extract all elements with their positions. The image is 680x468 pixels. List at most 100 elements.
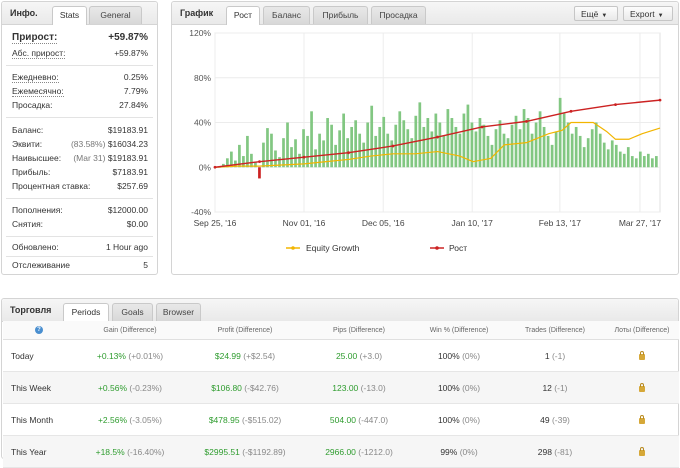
lock-icon[interactable] [639,446,645,456]
chevron-down-icon: ▼ [601,13,608,19]
gain-value: +59.87% [108,32,148,43]
monthly-label: Ежемесячно: [12,86,64,97]
chart-bar [498,120,502,168]
info-icon[interactable]: ? [35,326,43,334]
lock-icon[interactable] [639,414,645,424]
lots-cell [605,339,679,372]
graph-panel-title: График [180,8,214,18]
export-button[interactable]: Export ▼ [623,6,673,21]
chart-bar [350,126,354,168]
table-row: This Week +0.56% (-0.23%) $106.80 (-$42.76… [3,371,679,404]
win-header[interactable]: Win % (Difference) [413,321,505,340]
chart-bar [642,156,646,168]
tab-periods[interactable]: Periods [63,303,109,322]
chart-bar [650,158,654,168]
growth-point [614,103,617,106]
tab-balance[interactable]: Баланс [263,6,310,24]
tab-profit[interactable]: Прибыль [313,6,368,24]
chart-bar [602,142,606,168]
chart-bar [258,167,261,179]
lots-cell [605,403,679,436]
tab-general[interactable]: General [89,6,142,24]
chart-bar [322,140,325,168]
chart-bar [302,129,305,168]
highest-row: Наивысшее: (Mar 31) $19183.91 [12,153,148,167]
growth-point [258,160,261,164]
chart-bar [362,142,366,168]
more-button[interactable]: Ещё ▼ [574,6,618,21]
lock-icon[interactable] [639,382,645,392]
updated-label: Обновлено: [12,242,59,252]
gain-row: Прирост: +59.87% [12,32,148,48]
chart-bar [290,147,293,168]
table-row: This Month +2.56% (-3.05%) $478.95 (-$515.… [3,403,679,436]
growth-point [480,125,484,129]
chart-bar [622,153,626,168]
chart-bar [382,116,386,168]
export-button-label: Export [630,9,655,19]
chart-bar [454,126,458,168]
pips-header[interactable]: Pips (Difference) [305,321,413,340]
legend-equity-label: Equity Growth [306,243,360,253]
chart-bar [570,133,574,168]
profit-value: $24.99 [214,350,241,361]
profit-value: $7183.91 [112,167,148,177]
chart-bar [530,133,534,168]
chart-bar [446,109,450,168]
win-cell: 100% (0%) [413,371,505,404]
trades-value: 1 [544,350,550,361]
daily-label: Ежедневно: [12,72,59,83]
chart-bar [490,144,494,168]
chart-bar [306,135,309,168]
chart-bar [274,150,277,168]
trades-value: 49 [540,414,550,425]
chart-bar [514,115,518,168]
tab-browser[interactable]: Browser [156,303,201,321]
chart-bar [430,131,434,168]
profit-header[interactable]: Profit (Difference) [185,321,305,340]
gain-header[interactable]: Gain (Difference) [75,321,185,340]
trades-header[interactable]: Trades (Difference) [505,321,605,340]
chart-bar [594,122,598,168]
withdrawals-label: Снятия: [12,219,44,229]
growth-point [436,135,439,139]
profit-diff: (-$515.02) [241,414,282,425]
divider [6,65,153,66]
chart-bar [242,156,245,168]
profit-value: $106.80 [211,382,242,393]
chart-bar [626,147,630,168]
trading-panel-title: Торговля [10,305,52,315]
chart-bar [342,113,345,168]
chart-bar [250,153,253,168]
profit-diff: (+$2.54) [243,350,276,361]
pips-cell: 123.00 (-13.0) [305,371,413,404]
interest-row: Процентная ставка: $257.69 [12,181,148,195]
pips-value: 504.00 [329,414,356,425]
tab-growth[interactable]: Рост [226,6,260,25]
chart-bar [578,135,582,168]
growth-point [569,109,573,113]
lock-icon[interactable] [639,350,645,360]
chart-bar [450,118,454,168]
y-tick-label: 120% [189,28,211,38]
chart-bar [338,130,341,168]
deposits-label: Пополнения: [12,205,63,215]
trading-panel-header: Торговля Periods Goals Browser [2,299,678,322]
trades-cell: 49 (-39) [505,403,605,436]
tab-stats[interactable]: Stats [52,6,87,25]
trades-diff: (-1) [554,382,568,393]
chart-bar [398,111,402,168]
lots-header[interactable]: Лоты (Difference) [605,321,679,340]
chart-bar [378,126,382,168]
tab-drawdown[interactable]: Просадка [371,6,426,24]
chart-bar [326,118,329,168]
tab-goals[interactable]: Goals [112,303,153,321]
periods-table: ? Gain (Difference) Profit (Difference) … [3,321,679,468]
more-button-label: Ещё [581,9,599,19]
chart-bar [566,122,570,168]
profit-cell: $478.95 (-$515.02) [185,403,305,436]
info-panel-title: Инфо. [10,8,38,18]
growth-point [525,119,528,123]
chart-bar [246,135,249,168]
chart-bar [586,138,590,168]
